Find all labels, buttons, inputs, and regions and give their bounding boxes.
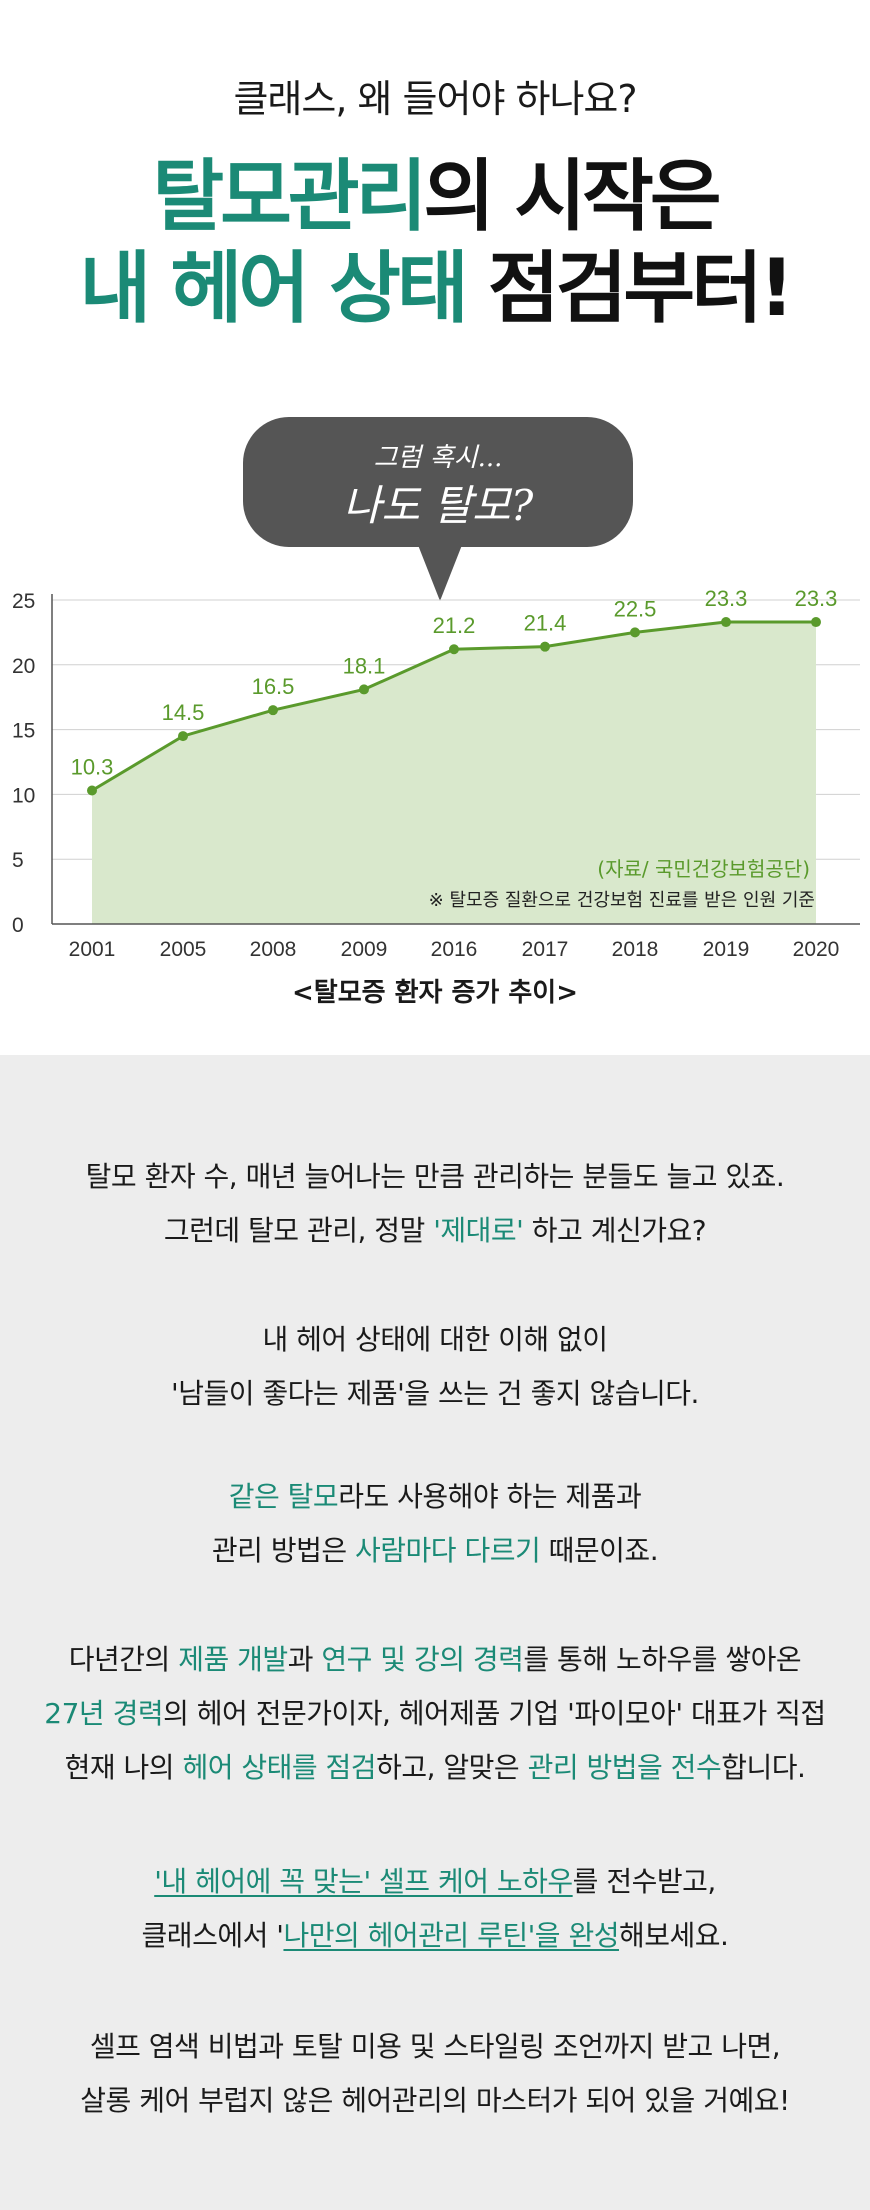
y-tick-label: 0 — [12, 914, 24, 937]
p4-a-text-1: 다년간의 — [68, 1643, 179, 1676]
p1-b-text-end: 하고 계신가요? — [523, 1214, 707, 1247]
p5-line-a: '내 헤어에 꼭 맞는' 셀프 케어 노하우를 전수받고, — [0, 1855, 870, 1909]
x-tick-label: 2001 — [69, 938, 116, 960]
headline-rest-1: 의 시작은 — [423, 152, 721, 242]
data-label: 23.3 — [795, 586, 838, 611]
paragraph-3: 같은 탈모라도 사용해야 하는 제품과 관리 방법은 사람마다 다르기 때문이죠… — [0, 1470, 870, 1578]
headline-rest-2: 점검부터! — [464, 244, 795, 334]
p5-b-text-end: 해보세요. — [618, 1919, 729, 1952]
p4-line-a: 다년간의 제품 개발과 연구 및 강의 경력를 통해 노하우를 쌓아온 — [0, 1633, 870, 1687]
data-point — [87, 785, 97, 796]
paragraph-4: 다년간의 제품 개발과 연구 및 강의 경력를 통해 노하우를 쌓아온 27년 … — [0, 1633, 870, 1795]
p2-line-a: 내 헤어 상태에 대한 이해 없이 — [262, 1323, 608, 1356]
p4-b-text: 의 헤어 전문가이자, 헤어제품 기업 '파이모아' 대표가 직접 — [163, 1697, 826, 1730]
x-tick-label: 2019 — [703, 938, 750, 960]
data-point — [359, 684, 369, 695]
speech-bubble — [243, 417, 633, 547]
p4-c-text-3: 합니다. — [721, 1751, 806, 1784]
p3-a-highlight: 같은 탈모 — [228, 1480, 339, 1513]
eyebrow-text: 클래스, 왜 들어야 하나요? — [233, 77, 637, 121]
y-tick-label: 10 — [12, 784, 35, 807]
p5-a-underline: '내 헤어에 꼭 맞는' 셀프 케어 노하우 — [154, 1865, 573, 1898]
y-tick-label: 15 — [12, 720, 35, 743]
x-tick-label: 2005 — [160, 938, 207, 960]
headline-highlight-2: 내 헤어 상태 — [79, 244, 469, 334]
p4-a-highlight-1: 제품 개발 — [178, 1643, 288, 1676]
p3-line-b: 관리 방법은 사람마다 다르기 때문이죠. — [0, 1524, 870, 1578]
data-label: 21.2 — [433, 613, 476, 638]
p4-line-b: 27년 경력의 헤어 전문가이자, 헤어제품 기업 '파이모아' 대표가 직접 — [0, 1687, 870, 1741]
p1-b-highlight: '제대로' — [433, 1214, 524, 1247]
p3-line-a: 같은 탈모라도 사용해야 하는 제품과 — [0, 1470, 870, 1524]
p4-a-text-3: 를 통해 노하우를 쌓아온 — [523, 1643, 802, 1676]
data-label: 22.5 — [614, 596, 657, 621]
p1-b-text: 그런데 탈모 관리, 정말 — [163, 1214, 434, 1247]
bubble-small-text: 그럼 혹시... — [373, 443, 503, 473]
p6-line-b: 살롱 케어 부럽지 않은 헤어관리의 마스터가 되어 있을 거예요! — [80, 2084, 790, 2117]
p1-line-a: 탈모 환자 수, 매년 늘어나는 만큼 관리하는 분들도 늘고 있죠. — [85, 1160, 785, 1193]
data-point — [268, 705, 278, 716]
data-label: 14.5 — [162, 700, 205, 725]
data-point — [630, 627, 640, 638]
p4-c-text-2: 하고, 알맞은 — [376, 1751, 528, 1784]
data-point — [811, 617, 821, 628]
data-label: 18.1 — [343, 653, 386, 678]
data-point — [540, 641, 550, 652]
p3-a-text: 라도 사용해야 하는 제품과 — [338, 1480, 642, 1513]
p5-b-underline: 나만의 헤어관리 루틴'을 완성 — [283, 1919, 619, 1952]
paragraph-2: 내 헤어 상태에 대한 이해 없이 '남들이 좋다는 제품'을 쓰는 건 좋지 … — [0, 1313, 870, 1421]
data-point — [449, 644, 459, 655]
area-fill — [92, 622, 816, 924]
p3-b-text-end: 때문이죠. — [540, 1534, 659, 1567]
y-tick-label: 25 — [12, 590, 35, 613]
headline-highlight-1: 탈모관리 — [152, 152, 427, 242]
bubble-big-text: 나도 탈모? — [342, 481, 534, 530]
p5-a-text: 를 전수받고, — [572, 1865, 717, 1898]
x-tick-label: 2016 — [431, 938, 478, 960]
p2-line-b: '남들이 좋다는 제품'을 쓰는 건 좋지 않습니다. — [171, 1377, 699, 1410]
p4-line-c: 현재 나의 헤어 상태를 점검하고, 알맞은 관리 방법을 전수합니다. — [0, 1741, 870, 1795]
p4-c-highlight-2: 관리 방법을 전수 — [527, 1751, 722, 1784]
data-label: 16.5 — [252, 674, 295, 699]
headline-line-2: 내 헤어 상태 점검부터! — [0, 226, 870, 338]
description-section: 탈모 환자 수, 매년 늘어나는 만큼 관리하는 분들도 늘고 있죠. 그런데 … — [0, 1055, 870, 2210]
p3-b-text: 관리 방법은 — [211, 1534, 356, 1567]
data-point — [178, 731, 188, 742]
footnote: ※ 탈모증 질환으로 건강보험 진료를 받은 인원 기준 — [429, 890, 815, 911]
data-point — [721, 617, 731, 628]
p4-b-highlight: 27년 경력 — [44, 1697, 164, 1730]
paragraph-5: '내 헤어에 꼭 맞는' 셀프 케어 노하우를 전수받고, 클래스에서 '나만의… — [0, 1855, 870, 1963]
x-tick-label: 2020 — [793, 938, 840, 960]
chart-caption: <탈모증 환자 증가 추이> — [291, 978, 578, 1008]
data-label: 23.3 — [705, 586, 748, 611]
x-tick-label: 2018 — [612, 938, 659, 960]
x-tick-label: 2009 — [341, 938, 388, 960]
p4-c-highlight-1: 헤어 상태를 점검 — [182, 1751, 377, 1784]
paragraph-1: 탈모 환자 수, 매년 늘어나는 만큼 관리하는 분들도 늘고 있죠. 그런데 … — [0, 1150, 870, 1258]
headline-line-1: 탈모관리의 시작은 — [0, 134, 870, 246]
hair-loss-chart: 0 5 10 15 20 25 10.3 2001 14.5 2005 16.5 2008 18.1 20… — [12, 586, 860, 960]
hero-section: 클래스, 왜 들어야 하나요? 탈모관리의 시작은 내 헤어 상태 점검부터! … — [0, 0, 870, 1055]
data-label: 10.3 — [71, 755, 114, 780]
p4-a-highlight-2: 연구 및 강의 경력 — [321, 1643, 524, 1676]
y-tick-label: 5 — [12, 849, 24, 872]
p4-c-text-1: 현재 나의 — [64, 1751, 183, 1784]
p4-a-text-2: 과 — [287, 1643, 322, 1676]
p6-line-a: 셀프 염색 비법과 토탈 미용 및 스타일링 조언까지 받고 나면, — [89, 2030, 781, 2063]
source-note: (자료/ 국민건강보험공단) — [597, 857, 810, 881]
data-label: 21.4 — [524, 611, 567, 636]
speech-bubble-tail — [418, 545, 462, 601]
x-tick-label: 2017 — [522, 938, 569, 960]
p5-b-text: 클래스에서 ' — [141, 1919, 284, 1952]
p5-line-b: 클래스에서 '나만의 헤어관리 루틴'을 완성해보세요. — [0, 1909, 870, 1963]
y-tick-label: 20 — [12, 655, 35, 678]
x-tick-label: 2008 — [250, 938, 297, 960]
p1-line-b: 그런데 탈모 관리, 정말 '제대로' 하고 계신가요? — [0, 1204, 870, 1258]
p3-b-highlight: 사람마다 다르기 — [355, 1534, 541, 1567]
paragraph-6: 셀프 염색 비법과 토탈 미용 및 스타일링 조언까지 받고 나면, 살롱 케어… — [0, 2020, 870, 2128]
